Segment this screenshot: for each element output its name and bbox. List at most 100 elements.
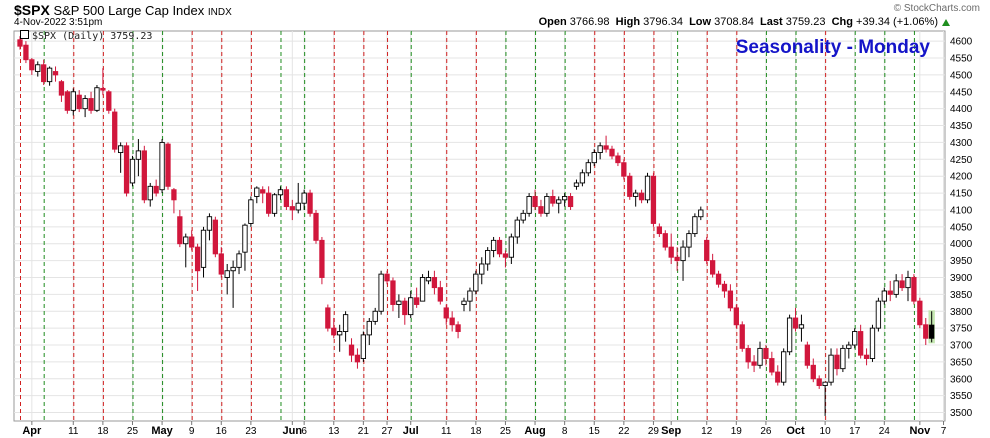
candle bbox=[82, 95, 88, 118]
candle-body bbox=[325, 307, 331, 329]
x-tick-label: May bbox=[151, 425, 173, 437]
candle bbox=[289, 199, 295, 221]
x-tick-label: Jul bbox=[403, 425, 419, 437]
candle bbox=[153, 179, 159, 197]
candle bbox=[64, 90, 71, 114]
candle-body bbox=[550, 196, 556, 204]
candle-body bbox=[704, 239, 710, 262]
candle bbox=[532, 189, 538, 210]
candle bbox=[899, 274, 905, 291]
high-label: High bbox=[615, 16, 641, 28]
candle bbox=[94, 85, 100, 113]
candle bbox=[591, 149, 597, 167]
candle bbox=[431, 270, 438, 295]
candle-body bbox=[869, 327, 876, 359]
y-tick-label: 4500 bbox=[950, 70, 973, 81]
candle-body bbox=[561, 196, 568, 201]
candle bbox=[117, 142, 124, 173]
candle bbox=[348, 338, 355, 362]
candle-body bbox=[686, 233, 692, 248]
candle bbox=[41, 59, 47, 86]
y-tick-label: 4250 bbox=[950, 155, 973, 166]
y-tick-label: 4550 bbox=[950, 54, 973, 65]
candle-body bbox=[319, 239, 325, 278]
candle-body bbox=[212, 219, 219, 255]
low-label: Low bbox=[689, 16, 712, 28]
candle bbox=[715, 270, 722, 288]
plot-area-border bbox=[13, 30, 946, 422]
candle-body bbox=[171, 189, 177, 201]
candle-body bbox=[893, 280, 899, 295]
candle-body bbox=[242, 224, 248, 253]
candle bbox=[200, 226, 207, 278]
candle bbox=[425, 270, 432, 285]
candle bbox=[869, 324, 876, 362]
candle-body bbox=[289, 206, 295, 211]
candle bbox=[698, 206, 704, 221]
candle-body bbox=[479, 263, 485, 275]
candle-body bbox=[709, 260, 716, 275]
open-value: 3766.98 bbox=[569, 16, 610, 28]
candle-body bbox=[567, 196, 574, 208]
candle-body bbox=[35, 64, 41, 72]
candle bbox=[254, 186, 260, 204]
candle-body bbox=[70, 91, 76, 111]
candle-body bbox=[295, 202, 301, 211]
candle-body bbox=[372, 310, 378, 322]
candle-body bbox=[64, 91, 71, 111]
x-tick-label: 19 bbox=[731, 426, 743, 437]
candle bbox=[449, 311, 455, 332]
candle bbox=[437, 280, 443, 305]
candle bbox=[709, 253, 716, 278]
candle-body bbox=[41, 64, 47, 83]
candle-body bbox=[183, 236, 189, 245]
candle-body bbox=[52, 71, 59, 76]
y-tick-label: 3600 bbox=[950, 374, 973, 385]
candle-body bbox=[165, 143, 171, 187]
candle-body bbox=[396, 300, 402, 305]
x-tick-label: 11 bbox=[441, 426, 452, 437]
x-tick-label: 8 bbox=[562, 426, 568, 437]
chart-legend: $SPX (Daily) 3759.23 bbox=[20, 30, 152, 42]
candle bbox=[265, 186, 272, 217]
candle-body bbox=[100, 87, 106, 91]
candle bbox=[313, 209, 319, 244]
candle bbox=[668, 233, 674, 264]
candle bbox=[508, 233, 515, 264]
candle-body bbox=[715, 273, 722, 285]
legend-swatch bbox=[20, 30, 29, 39]
candle-body bbox=[413, 297, 420, 305]
candle bbox=[917, 297, 923, 329]
candle-body bbox=[556, 199, 562, 204]
candle-body bbox=[189, 236, 195, 248]
exchange-name: INDX bbox=[207, 7, 232, 18]
x-tick-label: 23 bbox=[245, 426, 257, 437]
y-axis: 3500 3550 3600 3650 3700 3750 3800 3850 3900 3950… bbox=[950, 37, 973, 419]
candle bbox=[419, 274, 426, 302]
seasonality-lines bbox=[20, 31, 915, 421]
candle bbox=[123, 142, 130, 197]
candle bbox=[881, 287, 887, 305]
x-tick-label: 10 bbox=[820, 426, 832, 437]
candle bbox=[307, 189, 313, 217]
candle bbox=[100, 68, 106, 96]
watermark[interactable]: © StockCharts.com bbox=[893, 3, 980, 14]
candle-body bbox=[153, 185, 159, 194]
candle-body bbox=[88, 98, 94, 111]
candle-body bbox=[680, 246, 686, 262]
candle bbox=[775, 365, 781, 386]
x-tick-label: 24 bbox=[879, 426, 891, 437]
candle bbox=[135, 139, 142, 177]
candle-body bbox=[159, 141, 165, 191]
candle bbox=[769, 351, 775, 376]
ticker-symbol[interactable]: $SPX bbox=[14, 2, 50, 18]
x-tick-label: 27 bbox=[381, 426, 393, 437]
candle bbox=[455, 321, 461, 339]
y-tick-label: 4100 bbox=[950, 205, 973, 216]
x-tick-label: 11 bbox=[68, 426, 79, 437]
candle-body bbox=[650, 175, 657, 224]
candle-body bbox=[828, 354, 834, 383]
candle bbox=[798, 314, 805, 342]
candle-body bbox=[846, 344, 852, 349]
